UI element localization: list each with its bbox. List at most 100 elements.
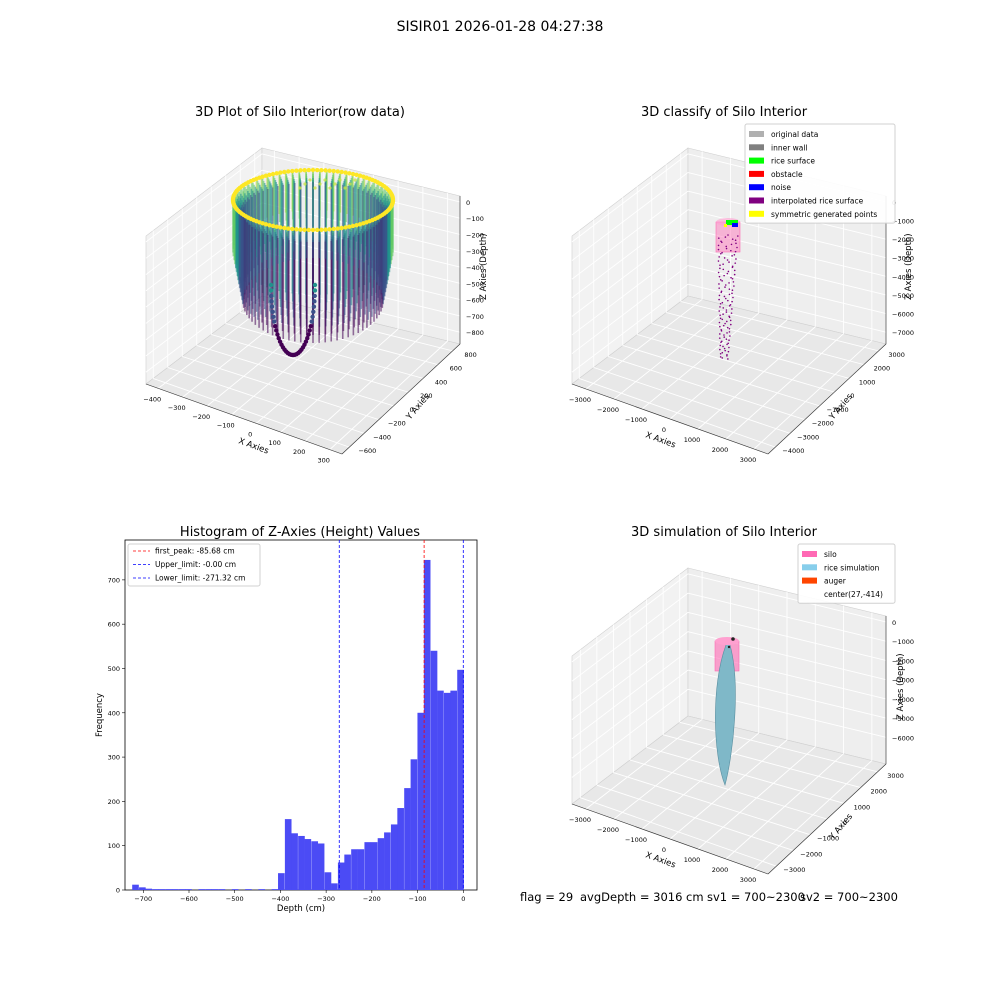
z-gridline bbox=[687, 573, 887, 623]
symmetric-points bbox=[724, 224, 727, 227]
y-tick-label: 100 bbox=[108, 842, 120, 850]
interpolated-point bbox=[722, 268, 725, 271]
data-point bbox=[303, 339, 309, 344]
interpolated-point bbox=[718, 256, 720, 258]
simulation-plot-title: 3D simulation of Silo Interior bbox=[631, 525, 818, 540]
histogram-bar bbox=[390, 824, 398, 890]
footer-sv1: sv1 = 700~2300 bbox=[707, 890, 805, 904]
histogram-bar bbox=[178, 889, 186, 890]
interpolated-point bbox=[731, 292, 733, 295]
y-gridline bbox=[596, 784, 794, 851]
histogram-bar bbox=[317, 843, 325, 890]
x-tick-label: −1000 bbox=[625, 416, 647, 424]
y-gridline bbox=[211, 334, 409, 393]
z-tick-label: −500 bbox=[466, 280, 484, 288]
interpolated-point bbox=[719, 278, 722, 281]
data-point bbox=[350, 223, 356, 229]
interpolated-point bbox=[733, 285, 735, 287]
x-gridline bbox=[231, 316, 349, 415]
data-point bbox=[303, 182, 307, 186]
interpolated-point bbox=[732, 296, 734, 299]
z-gridline bbox=[571, 265, 689, 354]
data-point bbox=[278, 170, 283, 175]
data-point bbox=[338, 178, 342, 182]
y-tick-label: 0 bbox=[410, 406, 414, 414]
y-tick-label: 3000 bbox=[888, 351, 905, 359]
interpolated-point bbox=[726, 320, 728, 323]
data-point bbox=[294, 168, 299, 173]
data-point bbox=[309, 319, 314, 324]
y-tick-label: 700 bbox=[108, 576, 120, 584]
histogram-bar bbox=[291, 833, 298, 890]
y-axis-line bbox=[767, 343, 887, 455]
z-gridline bbox=[571, 650, 689, 740]
legend-label: original data bbox=[771, 130, 818, 139]
legend-label: auger bbox=[824, 577, 847, 586]
data-point bbox=[308, 178, 312, 182]
interpolated-point bbox=[719, 314, 721, 317]
raw-plot-title: 3D Plot of Silo Interior(row data) bbox=[195, 105, 405, 120]
z-tick-label: −700 bbox=[466, 313, 484, 321]
interpolated-point bbox=[730, 249, 732, 252]
x-gridline bbox=[613, 305, 731, 400]
x-tick-label: −100 bbox=[217, 422, 235, 430]
interpolated-point bbox=[721, 351, 724, 354]
data-point bbox=[319, 227, 324, 233]
interpolated-point bbox=[727, 350, 730, 353]
x-gridline bbox=[585, 299, 703, 390]
data-point bbox=[307, 328, 312, 333]
legend-label: rice surface bbox=[771, 157, 815, 166]
interpolated-point bbox=[721, 251, 723, 254]
data-point bbox=[272, 319, 277, 324]
z-gridline bbox=[571, 209, 689, 299]
x-tick-label: 200 bbox=[293, 448, 305, 456]
y-tick-label: 2000 bbox=[870, 788, 887, 796]
z-gridline bbox=[571, 246, 689, 336]
data-point bbox=[350, 171, 356, 177]
interpolated-point bbox=[728, 339, 730, 342]
x-gridline bbox=[753, 340, 873, 450]
y-tick-label: 200 bbox=[420, 392, 432, 400]
legend-swatch bbox=[749, 210, 764, 217]
data-point bbox=[290, 168, 295, 174]
histogram-bar bbox=[404, 788, 411, 890]
x-gridline bbox=[669, 319, 788, 420]
interpolated-point bbox=[729, 303, 732, 306]
y-tick-label: 200 bbox=[108, 798, 120, 806]
y-tick-label: −200 bbox=[388, 420, 406, 428]
interpolated-point bbox=[725, 338, 728, 340]
interpolated-point bbox=[730, 243, 733, 246]
interpolated-point bbox=[728, 288, 731, 290]
classify-plot-zlabel: Z Axies (Depth) bbox=[904, 233, 914, 300]
z-gridline bbox=[145, 153, 263, 243]
histogram-bar bbox=[205, 889, 212, 890]
data-point bbox=[339, 225, 344, 231]
x-tick-label: 2000 bbox=[712, 446, 729, 454]
histogram-bar bbox=[324, 872, 332, 890]
legend-label: silo bbox=[824, 550, 837, 559]
interpolated-point bbox=[735, 258, 737, 260]
data-point bbox=[318, 182, 322, 186]
z-tick-label: −1000 bbox=[892, 218, 914, 226]
y-tick-label: −1000 bbox=[827, 406, 849, 414]
interpolated-point bbox=[718, 321, 721, 324]
z-tick-label: −5000 bbox=[892, 715, 914, 723]
interpolated-point bbox=[719, 264, 721, 267]
histogram-bar bbox=[298, 835, 305, 890]
data-point bbox=[333, 182, 337, 186]
interpolated-point bbox=[719, 348, 721, 351]
data-point bbox=[353, 178, 357, 182]
interpolated-point bbox=[731, 266, 734, 269]
y-tick-label: 0 bbox=[843, 819, 847, 827]
legend-label: first_peak: -85.68 cm bbox=[155, 547, 235, 556]
histogram-bar bbox=[258, 889, 265, 890]
histogram-xlabel: Depth (cm) bbox=[277, 904, 325, 914]
interpolated-point bbox=[727, 299, 729, 302]
data-point bbox=[276, 336, 281, 341]
data-point bbox=[298, 186, 302, 190]
center-marker bbox=[727, 645, 731, 649]
interpolated-point bbox=[723, 347, 726, 350]
interpolated-point bbox=[733, 273, 736, 276]
z-gridline bbox=[571, 573, 689, 663]
x-gridline bbox=[304, 334, 424, 442]
